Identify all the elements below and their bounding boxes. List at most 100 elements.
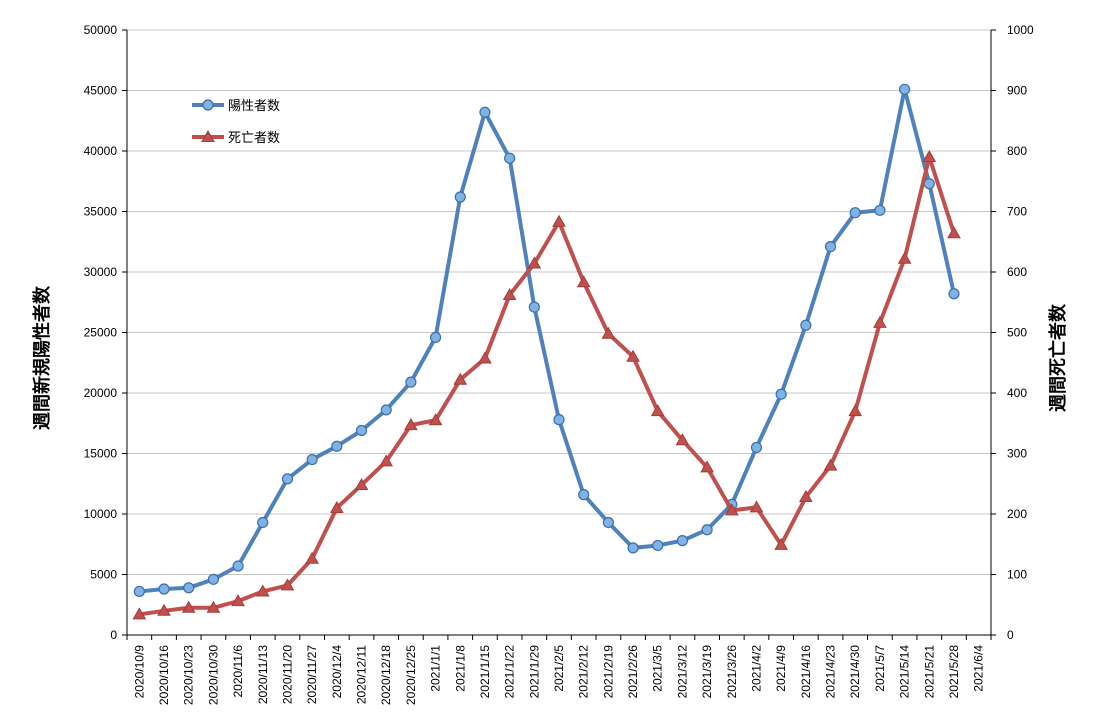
y2-axis-label: 週間死亡者数 <box>1047 303 1069 412</box>
data-point <box>700 460 714 473</box>
data-point <box>849 207 861 219</box>
y2-tick-label: 0 <box>1007 628 1014 642</box>
data-point <box>947 226 961 239</box>
data-point <box>453 372 468 385</box>
axes <box>122 29 996 640</box>
data-point <box>232 560 244 572</box>
x-tick-label: 2021/1/29 <box>527 645 541 699</box>
data-point <box>305 551 320 564</box>
data-point <box>528 301 540 313</box>
data-point <box>775 388 787 400</box>
series-line <box>137 155 956 617</box>
data-point <box>183 582 195 594</box>
data-point <box>602 516 614 529</box>
data-point <box>502 287 517 300</box>
x-tick-label: 2020/10/9 <box>132 645 146 699</box>
x-tick-label: 2021/1/1 <box>429 645 443 692</box>
data-point <box>650 404 665 417</box>
legend-label: 陽性者数 <box>228 99 280 114</box>
y-tick-label: 0 <box>110 628 117 642</box>
data-point <box>627 542 639 554</box>
data-point <box>181 600 196 613</box>
right-axis-ticks: 0 100 200 300 400 500 600 700 800 900 1000 <box>1007 23 1034 642</box>
data-point <box>898 83 911 95</box>
data-point <box>553 414 565 426</box>
y2-tick-label: 800 <box>1007 144 1027 158</box>
series-line <box>137 87 956 594</box>
x-tick-label: 2021/6/4 <box>972 645 986 692</box>
x-tick-label: 2021/1/22 <box>503 645 517 699</box>
legend-item: 死亡者数 <box>192 129 280 146</box>
data-point <box>354 477 369 490</box>
data-point <box>132 607 147 620</box>
x-tick-label: 2020/11/13 <box>256 645 270 704</box>
data-point <box>405 376 417 388</box>
data-point <box>379 454 394 467</box>
x-tick-label: 2020/11/20 <box>280 645 294 704</box>
x-tick-label: 2021/2/26 <box>626 645 640 699</box>
x-tick-label: 2020/11/6 <box>231 645 245 698</box>
x-tick-label: 2021/5/14 <box>898 645 912 699</box>
data-point <box>873 315 887 328</box>
legend-marker <box>201 129 215 142</box>
data-point <box>206 600 221 613</box>
y2-tick-label: 100 <box>1007 568 1027 582</box>
x-tick-label: 2021/1/8 <box>453 645 467 692</box>
legend-marker <box>202 99 214 111</box>
x-tick-label: 2020/11/27 <box>305 645 319 704</box>
x-tick-label: 2021/2/5 <box>552 645 566 692</box>
y-tick-label: 5000 <box>90 568 117 582</box>
left-axis-ticks: 0 5000 10000 15000 20000 25000 30000 35000 40000… <box>84 23 118 642</box>
y2-tick-label: 400 <box>1007 386 1027 400</box>
data-point <box>576 275 591 288</box>
data-point <box>652 539 664 552</box>
y-tick-label: 25000 <box>84 326 118 340</box>
data-point <box>380 404 392 416</box>
y-tick-label: 15000 <box>84 447 118 461</box>
x-axis-ticks: 2020/10/9 2020/10/16 2020/10/23 2020/10/30 2… <box>132 645 985 705</box>
x-tick-label: 2021/4/9 <box>774 645 788 692</box>
data-point <box>231 594 245 607</box>
legend-item: 陽性者数 <box>192 99 280 114</box>
data-point <box>874 204 886 216</box>
y2-tick-label: 600 <box>1007 265 1027 279</box>
data-point <box>133 585 145 598</box>
y-tick-label: 45000 <box>84 84 118 98</box>
y-tick-label: 30000 <box>84 265 118 279</box>
data-point <box>701 524 713 536</box>
y-tick-label: 10000 <box>84 507 118 521</box>
data-point <box>798 490 813 503</box>
x-tick-label: 2020/12/11 <box>355 645 369 704</box>
x-tick-label: 2021/5/21 <box>922 645 936 699</box>
data-point <box>848 404 863 417</box>
data-point <box>429 331 442 343</box>
data-point <box>158 583 170 595</box>
data-point <box>280 578 295 591</box>
series-circle <box>133 83 960 598</box>
legend-label: 死亡者数 <box>228 131 280 146</box>
series-triangle <box>132 150 961 620</box>
x-tick-label: 2021/3/19 <box>700 645 714 699</box>
x-tick-label: 2020/10/16 <box>157 645 171 705</box>
data-point <box>207 573 219 585</box>
x-tick-label: 2021/2/19 <box>601 645 615 699</box>
x-tick-label: 2021/4/2 <box>749 645 763 692</box>
data-point <box>601 326 616 339</box>
data-point <box>329 500 344 513</box>
y-tick-label: 50000 <box>84 23 118 37</box>
data-point <box>749 500 764 513</box>
data-point <box>504 152 516 164</box>
x-tick-label: 2020/12/4 <box>330 645 344 699</box>
data-point <box>923 178 935 190</box>
x-tick-label: 2021/5/7 <box>873 645 887 692</box>
y2-tick-label: 900 <box>1007 84 1027 98</box>
data-point <box>428 413 443 426</box>
data-point <box>823 458 838 471</box>
data-point <box>331 440 343 452</box>
x-tick-label: 2021/5/28 <box>947 645 961 699</box>
x-tick-label: 2021/3/12 <box>675 645 689 699</box>
data-point <box>948 288 960 300</box>
data-point <box>800 319 812 331</box>
